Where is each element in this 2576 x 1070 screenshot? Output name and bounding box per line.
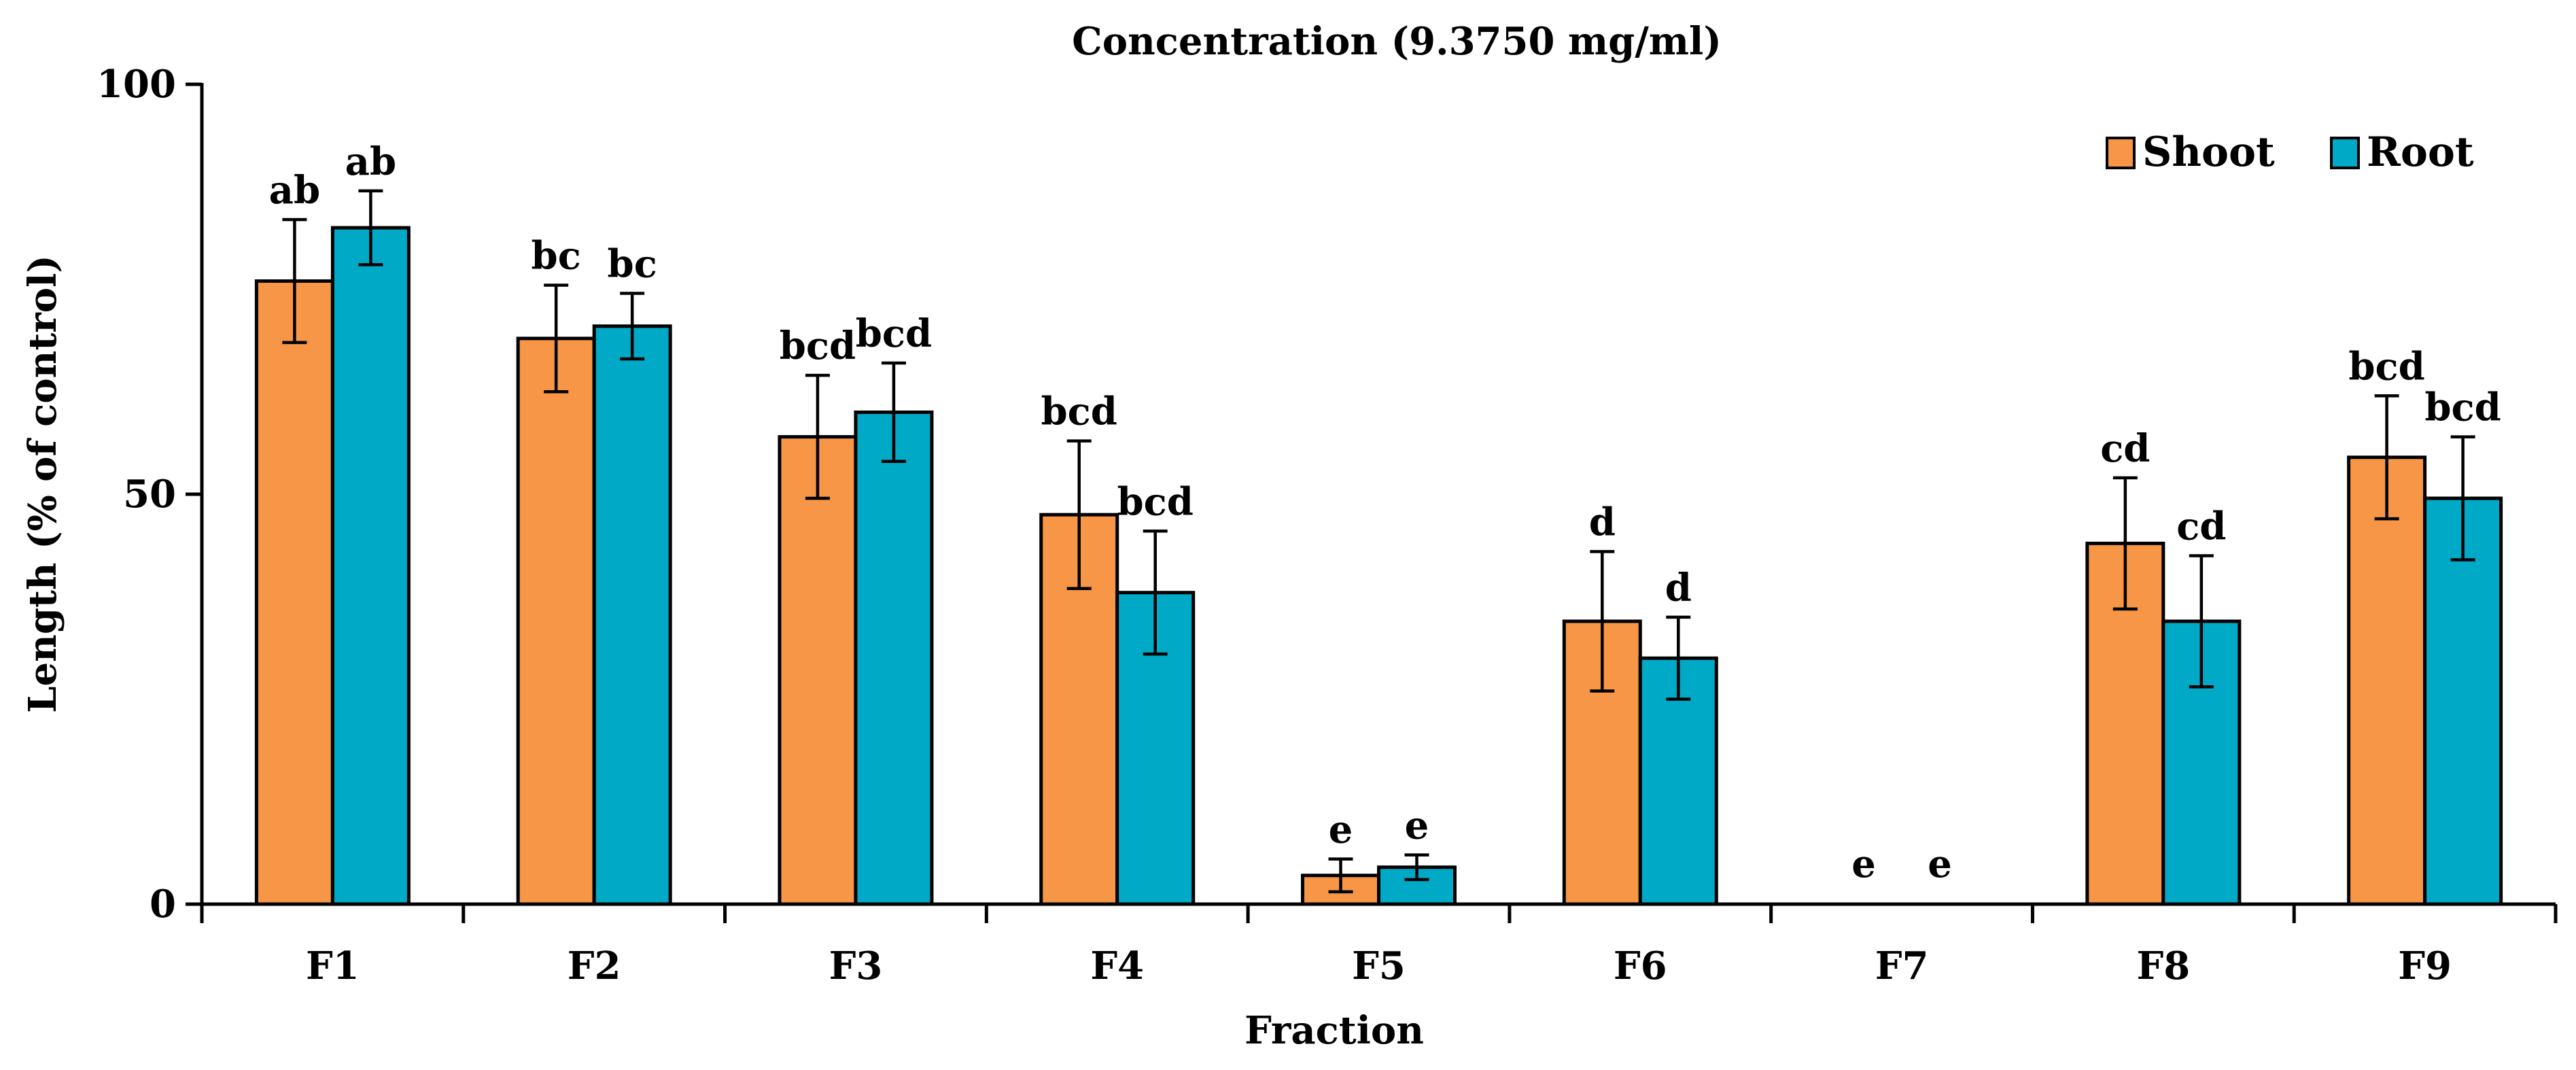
- x-tick-label-f2: F2: [568, 944, 621, 988]
- significance-label-shoot-f3: bcd: [780, 324, 856, 368]
- significance-label-root-f2: bc: [608, 242, 657, 287]
- x-tick-label-f5: F5: [1352, 944, 1406, 988]
- significance-label-root-f5: e: [1405, 804, 1429, 848]
- error-bar-shoot-f2: [544, 283, 569, 394]
- bar-shoot-f1: [254, 279, 334, 906]
- significance-label-shoot-f9: bcd: [2348, 344, 2424, 389]
- bar-root-f1: [330, 226, 411, 906]
- error-bar-shoot-f9: [2374, 394, 2399, 521]
- y-tick-label-0: 0: [150, 882, 176, 927]
- error-bar-shoot-f1: [282, 218, 307, 345]
- legend-swatch-root: [2330, 137, 2360, 169]
- error-bar-root-f9: [2450, 435, 2475, 562]
- x-tick-label-f7: F7: [1875, 944, 1929, 988]
- error-bar-shoot-f4: [1066, 439, 1092, 590]
- significance-label-root-f1: ab: [345, 139, 396, 184]
- error-bar-shoot-f3: [805, 373, 830, 500]
- significance-label-root-f8: cd: [2176, 504, 2226, 549]
- error-bar-root-f3: [881, 361, 906, 464]
- x-tick-label-f9: F9: [2398, 944, 2452, 988]
- significance-label-root-f9: bcd: [2424, 385, 2501, 430]
- x-tick-label-f3: F3: [829, 944, 883, 988]
- legend-label-root: Root: [2367, 128, 2474, 176]
- y-tick-label-100: 100: [97, 62, 176, 107]
- error-bar-shoot-f5: [1328, 857, 1353, 894]
- error-bar-root-f6: [1666, 615, 1691, 701]
- significance-label-root-f3: bcd: [856, 311, 932, 356]
- significance-label-shoot-f1: ab: [269, 168, 320, 213]
- error-bar-root-f1: [358, 189, 383, 266]
- error-bar-shoot-f6: [1590, 550, 1615, 693]
- bar-root-f2: [592, 324, 672, 906]
- significance-label-shoot-f7: e: [1851, 842, 1876, 886]
- significance-label-root-f4: bcd: [1117, 479, 1194, 524]
- x-axis-label: Fraction: [1245, 1008, 1424, 1053]
- error-bar-root-f5: [1404, 853, 1429, 882]
- significance-label-root-f6: d: [1665, 566, 1692, 610]
- bar-root-f3: [854, 410, 934, 906]
- y-axis-label: Length (% of control): [20, 255, 65, 713]
- error-bar-root-f4: [1143, 530, 1168, 656]
- significance-label-shoot-f2: bc: [532, 233, 581, 278]
- significance-label-shoot-f6: d: [1589, 500, 1616, 545]
- significance-label-shoot-f4: bcd: [1041, 390, 1117, 434]
- bar-shoot-f2: [516, 336, 596, 906]
- x-tick-label-f1: F1: [306, 944, 360, 988]
- significance-label-shoot-f8: cd: [2100, 426, 2150, 471]
- x-tick-label-f4: F4: [1090, 944, 1144, 988]
- bar-shoot-f3: [778, 435, 858, 906]
- error-bar-shoot-f8: [2112, 476, 2138, 611]
- error-bar-root-f2: [620, 292, 645, 361]
- x-tick-label-f8: F8: [2136, 944, 2190, 988]
- significance-label-root-f7: e: [1928, 842, 1952, 886]
- legend-label-shoot: Shoot: [2142, 128, 2275, 176]
- legend: Shoot Root: [2106, 128, 2474, 176]
- chart-title: Concentration (9.3750 mg/ml): [1072, 19, 1722, 64]
- error-bar-root-f8: [2189, 554, 2214, 689]
- legend-swatch-shoot: [2106, 137, 2136, 169]
- x-tick-label-f6: F6: [1614, 944, 1667, 988]
- significance-label-shoot-f5: e: [1329, 808, 1353, 852]
- bar-shoot-f9: [2347, 455, 2427, 906]
- y-tick-label-50: 50: [123, 472, 176, 517]
